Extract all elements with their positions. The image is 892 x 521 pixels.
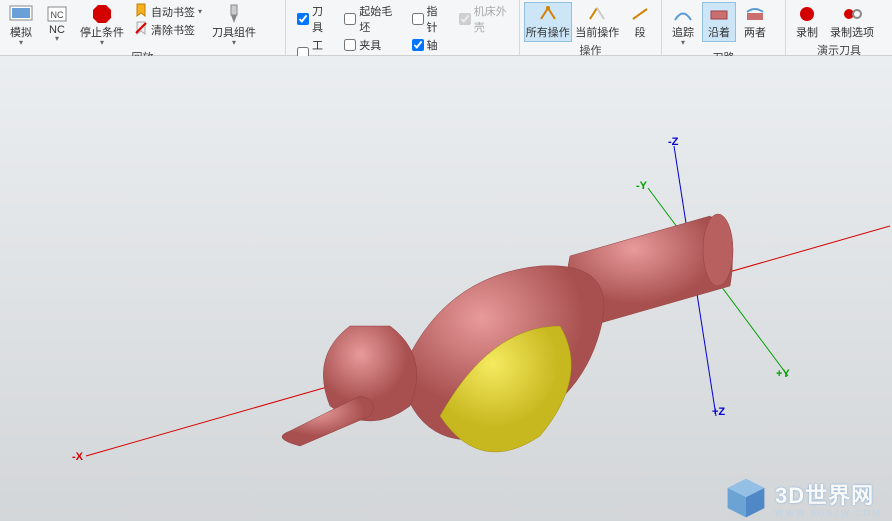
dropdown-caret: ▾ [232,38,236,47]
all-operations-button[interactable]: 所有操作 [524,2,572,42]
segment-icon [628,4,652,24]
record-options-icon [840,4,864,24]
segment-button[interactable]: 段 [623,2,657,42]
record-icon [795,4,819,24]
record-button[interactable]: 录制 [790,2,824,42]
nc-icon: NC [45,4,69,24]
dropdown-caret: ▾ [19,38,23,47]
current-operation-button[interactable]: 当前操作 [574,2,622,42]
all-ops-icon [536,4,560,24]
record-options-label: 录制选项 [830,24,874,40]
watermark-cube-icon [723,475,769,521]
chk-blank[interactable]: 起始毛坯 [341,3,400,35]
auto-bookmark-label: 自动书签 [151,4,195,20]
current-op-icon [585,4,609,24]
nc-button[interactable]: NC NC ▾ [40,2,74,45]
along-label: 沿着 [708,24,730,40]
dropdown-caret: ▾ [100,38,104,47]
clear-bookmark-icon [134,21,148,38]
auto-bookmark-button[interactable]: 自动书签 ▾ [132,3,204,20]
trace-button[interactable]: 追踪 ▾ [666,2,700,49]
simulate-button[interactable]: 模拟 ▾ [4,2,38,49]
dropdown-caret: ▾ [55,34,59,43]
trace-icon [671,4,695,24]
all-ops-label: 所有操作 [526,24,570,40]
dropdown-caret: ▾ [681,38,685,47]
simulate-icon [9,4,33,24]
group-playback: 模拟 ▾ NC NC ▾ 停止条件 ▾ 自动书签 ▾ [0,0,286,55]
current-op-label: 当前操作 [575,24,619,40]
chk-axis[interactable]: 轴 [409,37,448,53]
clear-bookmark-button[interactable]: 清除书签 [132,21,204,38]
chk-machine: 机床外壳 [456,3,515,35]
toolgroup-button[interactable]: 刀具组件 ▾ [208,2,260,49]
watermark-url: WWW.3DSJW.COM [775,508,882,518]
both-button[interactable]: 两者 [738,2,772,42]
segment-label: 段 [635,24,646,40]
group-demo-tool: 录制 录制选项 演示刀具 [786,0,892,55]
watermark: 3D世界网 WWW.3DSJW.COM [723,475,882,521]
chk-pointer[interactable]: 指针 [409,3,448,35]
record-label: 录制 [796,24,818,40]
model-3d [240,176,800,496]
toolgroup-icon [222,4,246,24]
svg-text:NC: NC [51,10,64,20]
both-icon [743,4,767,24]
along-icon [707,4,731,24]
chk-tool[interactable]: 刀具 [294,3,333,35]
record-options-button[interactable]: 录制选项 [826,2,878,42]
watermark-title: 3D世界网 [775,478,882,510]
group-operations: 所有操作 当前操作 段 操作 [520,0,662,55]
axis-label-neg-z: -Z [668,136,678,148]
along-button[interactable]: 沿着 [702,2,736,42]
stop-conditions-button[interactable]: 停止条件 ▾ [76,2,128,49]
axis-label-neg-x: -X [72,451,83,463]
ribbon-toolbar: 模拟 ▾ NC NC ▾ 停止条件 ▾ 自动书签 ▾ [0,0,892,56]
stop-icon [90,4,114,24]
chk-fixture[interactable]: 夹具 [341,37,400,53]
clear-bookmark-label: 清除书签 [151,22,195,38]
viewport-3d[interactable]: -X -Z -Y +Y +Z 3D世界网 WWW.3DSJW.COM [0,56,892,521]
bookmark-icon [134,3,148,20]
group-toolpath: 追踪 ▾ 沿着 两者 刀路 [662,0,786,55]
group-visible: 刀具 工件 起始毛坯 夹具 指针 轴 机床外壳 可见的 [286,0,520,55]
both-label: 两者 [744,24,766,40]
